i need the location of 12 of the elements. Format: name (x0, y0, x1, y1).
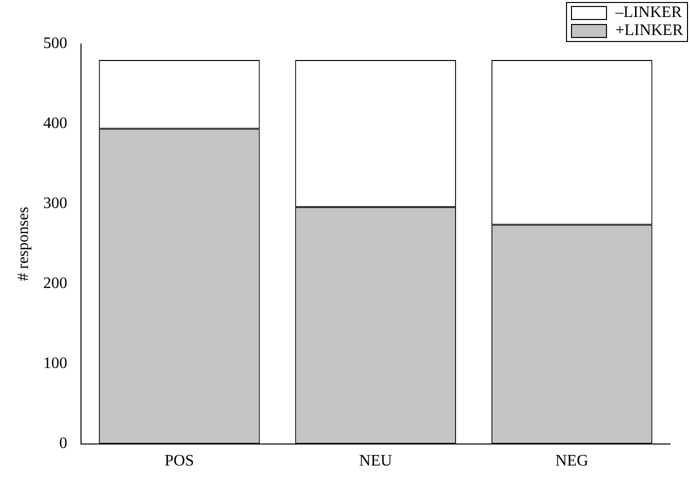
x-tick-label: POS (164, 452, 194, 470)
x-tick-label: NEU (359, 452, 392, 470)
text: +LINKER (615, 22, 683, 40)
y-tick-label: 500 (43, 35, 68, 52)
y-tick-label: 400 (43, 115, 68, 132)
x-tick-label: NEG (555, 452, 589, 470)
y-tick-label: 0 (59, 435, 68, 452)
y-axis-title: # responses (14, 206, 32, 282)
y-tick-label: 200 (43, 275, 68, 292)
legend-label: –LINKER (615, 4, 682, 22)
y-tick-label: 100 (43, 355, 68, 372)
y-tick-label: 300 (43, 195, 68, 212)
